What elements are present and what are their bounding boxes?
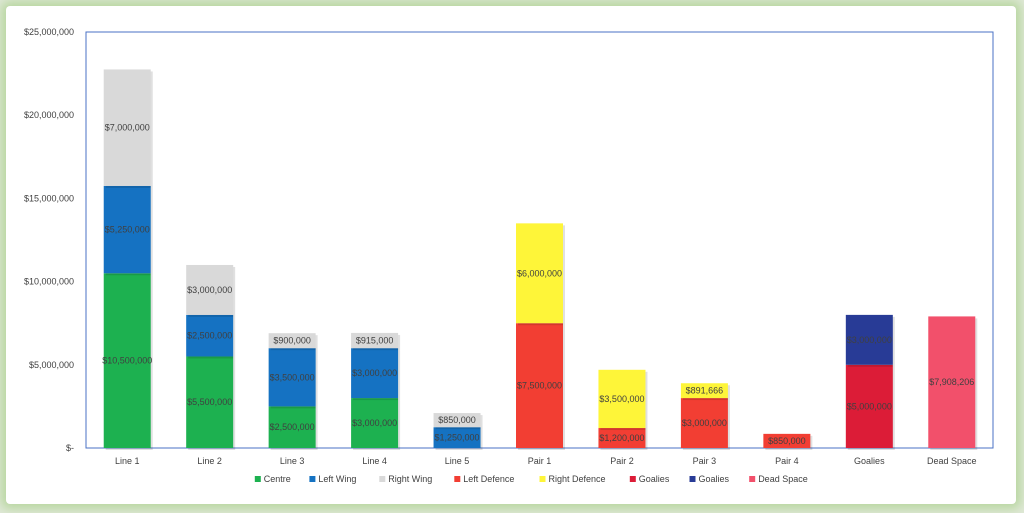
bar-segment [186, 356, 234, 448]
data-label: $6,000,000 [517, 268, 562, 278]
x-tick-label: Pair 2 [610, 456, 634, 466]
legend-swatch [379, 476, 386, 482]
y-tick-label: $20,000,000 [24, 110, 74, 120]
data-label: $3,000,000 [187, 285, 232, 295]
data-label: $1,250,000 [435, 433, 480, 443]
bar-segment [351, 398, 399, 448]
bar-segment [351, 348, 399, 399]
data-label: $900,000 [273, 336, 311, 346]
x-tick-label: Goalies [854, 456, 885, 466]
data-label: $3,000,000 [682, 418, 727, 428]
x-tick-label: Line 4 [362, 456, 387, 466]
x-tick-label: Dead Space [927, 456, 977, 466]
x-tick-label: Line 3 [280, 456, 305, 466]
bar-segment [845, 314, 893, 365]
chart-card: $- $5,000,000 $10,000,000 $15,000,000 $20,00… [6, 6, 1016, 504]
legend-entry: Left Wing [318, 474, 356, 484]
y-tick-label: $15,000,000 [24, 193, 74, 203]
data-label: $3,000,000 [352, 418, 397, 428]
data-label: $3,500,000 [270, 372, 315, 382]
bar-segment [351, 332, 399, 349]
x-tick-label: Pair 4 [775, 456, 799, 466]
data-label: $891,666 [686, 386, 724, 396]
y-tick-label: $5,000,000 [29, 360, 74, 370]
bar-segment [433, 427, 481, 448]
stacked-bar-chart: $- $5,000,000 $10,000,000 $15,000,000 $20,00… [24, 27, 994, 484]
data-label: $5,000,000 [847, 401, 892, 411]
y-tick-label: $25,000,000 [24, 27, 74, 37]
x-tick-label: Pair 3 [693, 456, 717, 466]
legend-entry: Dead Space [758, 474, 808, 484]
y-tick-label: $10,000,000 [24, 277, 74, 287]
data-label: $3,000,000 [352, 368, 397, 378]
data-label: $7,000,000 [105, 123, 150, 133]
legend-swatch [749, 476, 756, 482]
bar-segment [268, 348, 316, 407]
data-label: $1,200,000 [599, 433, 644, 443]
bar-segment [598, 428, 646, 448]
bar-segment [103, 273, 151, 448]
bar-segment [103, 185, 151, 274]
x-tick-label: Line 2 [197, 456, 222, 466]
bar-segment [763, 433, 811, 448]
legend-entry: Goalies [639, 474, 670, 484]
legend-swatch [309, 476, 316, 482]
bar-segment [268, 333, 316, 349]
bar-segment [268, 406, 316, 448]
bar-segment [928, 316, 976, 448]
bar-segment [103, 69, 151, 186]
y-tick-label: $- [66, 443, 74, 453]
bar-segment [186, 314, 234, 357]
data-label: $5,500,000 [187, 397, 232, 407]
legend-entry: Left Defence [463, 474, 514, 484]
legend-swatch [689, 476, 696, 482]
data-label: $10,500,000 [102, 356, 152, 366]
legend-swatch [629, 476, 636, 482]
bar-segment [680, 398, 728, 448]
legend-entry: Centre [264, 474, 291, 484]
data-label: $915,000 [356, 336, 394, 346]
legend-entry: Right Wing [388, 474, 432, 484]
bar-segment [845, 364, 893, 448]
data-label: $3,000,000 [847, 335, 892, 345]
legend-swatch [454, 476, 461, 482]
bar-segment [516, 323, 563, 448]
data-label: $5,250,000 [105, 225, 150, 235]
legend-swatch [254, 476, 261, 482]
x-tick-label: Line 5 [445, 456, 470, 466]
bar-segment [186, 264, 234, 315]
data-label: $7,908,206 [929, 377, 974, 387]
bar-segment [516, 223, 563, 324]
data-label: $7,500,000 [517, 381, 562, 391]
data-label: $850,000 [438, 415, 476, 425]
data-label: $850,000 [768, 436, 806, 446]
bar-segment [598, 369, 646, 429]
bar-segment [433, 413, 481, 428]
legend-swatch [539, 476, 546, 482]
data-label: $3,500,000 [599, 394, 644, 404]
legend-entry: Goalies [699, 474, 730, 484]
legend-entry: Right Defence [549, 474, 606, 484]
x-tick-label: Line 1 [115, 456, 140, 466]
data-label: $2,500,000 [270, 422, 315, 432]
bar-segment [680, 383, 728, 399]
data-label: $2,500,000 [187, 331, 232, 341]
x-tick-label: Pair 1 [528, 456, 552, 466]
